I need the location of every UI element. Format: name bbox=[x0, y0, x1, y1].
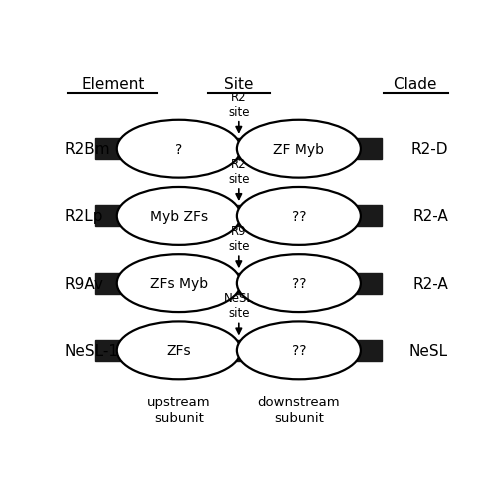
Text: ??: ?? bbox=[292, 276, 306, 290]
Text: R2
site: R2 site bbox=[228, 158, 250, 185]
Text: NeSL: NeSL bbox=[409, 343, 448, 358]
Bar bbox=[96, 273, 382, 294]
Text: Element: Element bbox=[81, 76, 144, 91]
Text: ?: ? bbox=[175, 142, 182, 156]
Text: R2
site: R2 site bbox=[228, 91, 250, 119]
Text: ZFs Myb: ZFs Myb bbox=[150, 276, 208, 290]
Text: NeSL
site: NeSL site bbox=[224, 292, 254, 320]
Text: Myb ZFs: Myb ZFs bbox=[150, 210, 208, 224]
Bar bbox=[96, 206, 382, 227]
Ellipse shape bbox=[237, 121, 361, 178]
Text: Site: Site bbox=[224, 76, 254, 91]
Text: upstream
subunit: upstream subunit bbox=[147, 395, 210, 424]
Text: downstream
subunit: downstream subunit bbox=[258, 395, 340, 424]
Ellipse shape bbox=[117, 255, 241, 313]
Text: R2-D: R2-D bbox=[410, 142, 448, 157]
Text: R2Bm: R2Bm bbox=[64, 142, 110, 157]
Bar bbox=[96, 139, 382, 160]
Text: R2-A: R2-A bbox=[412, 276, 448, 291]
Ellipse shape bbox=[237, 188, 361, 245]
Text: ZFs: ZFs bbox=[166, 344, 191, 358]
Bar bbox=[96, 340, 382, 361]
Text: R9
site: R9 site bbox=[228, 225, 250, 253]
Text: R2-A: R2-A bbox=[412, 209, 448, 224]
Ellipse shape bbox=[117, 121, 241, 178]
Text: NeSL-1: NeSL-1 bbox=[64, 343, 118, 358]
Ellipse shape bbox=[117, 322, 241, 379]
Ellipse shape bbox=[117, 188, 241, 245]
Text: R2Lp: R2Lp bbox=[64, 209, 103, 224]
Ellipse shape bbox=[237, 322, 361, 379]
Text: ZF Myb: ZF Myb bbox=[274, 142, 324, 156]
Text: R9Av: R9Av bbox=[64, 276, 104, 291]
Text: Clade: Clade bbox=[394, 76, 437, 91]
Text: ??: ?? bbox=[292, 210, 306, 224]
Ellipse shape bbox=[237, 255, 361, 313]
Text: ??: ?? bbox=[292, 344, 306, 358]
